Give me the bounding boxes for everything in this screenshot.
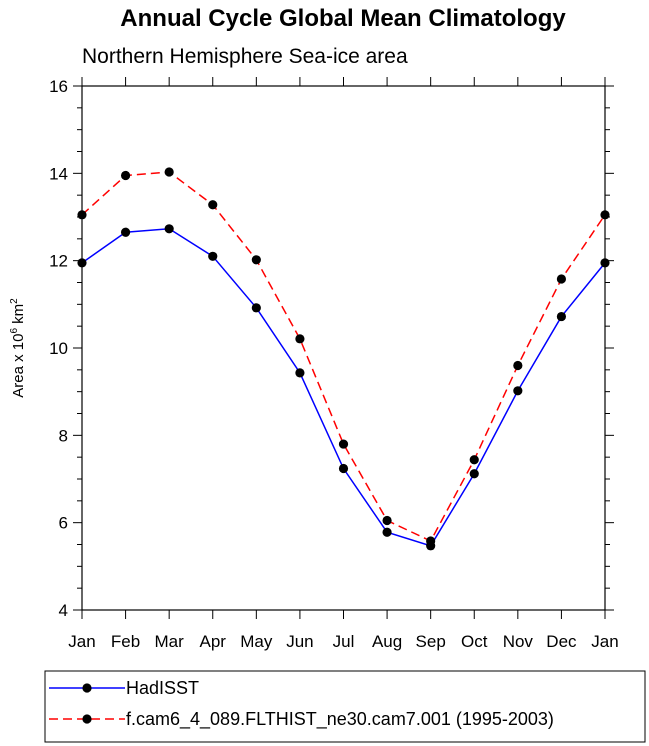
data-point-series-1 xyxy=(77,258,87,268)
y-tick-label: 6 xyxy=(59,514,68,533)
plot-frame xyxy=(81,85,606,611)
data-point-series-2 xyxy=(164,167,174,177)
y-tick-label: 14 xyxy=(49,164,68,183)
y-tick-label: 16 xyxy=(49,77,68,96)
x-tick-label: Aug xyxy=(372,632,402,651)
x-tick-label: Jun xyxy=(286,632,313,651)
data-point-series-1 xyxy=(556,311,567,322)
data-point-series-2 xyxy=(469,455,479,465)
y-axis-label-exponent: 6 xyxy=(9,328,20,334)
data-point-series-2 xyxy=(77,210,87,220)
y-axis-label-prefix: Area x 10 xyxy=(10,334,27,398)
x-tick-label: Dec xyxy=(546,632,577,651)
legend-label-2: f.cam6_4_089.FLTHIST_ne30.cam7.001 (1995… xyxy=(126,709,554,730)
x-tick-label: Oct xyxy=(461,632,488,651)
series-line-2 xyxy=(81,171,606,542)
legend-box xyxy=(44,670,646,743)
x-tick-label: Jan xyxy=(68,632,95,651)
data-point-series-2 xyxy=(600,210,610,220)
data-point-series-2 xyxy=(513,360,523,371)
data-point-series-1 xyxy=(251,303,261,313)
data-point-series-2 xyxy=(295,334,305,344)
x-tick-label: May xyxy=(240,632,273,651)
data-point-series-2 xyxy=(382,515,392,526)
x-tick-label: Mar xyxy=(155,632,185,651)
y-axis-label-unit-exponent: 2 xyxy=(9,298,20,304)
legend-marker-2 xyxy=(82,714,92,724)
data-point-series-1 xyxy=(600,258,610,268)
y-tick-label: 10 xyxy=(49,339,68,358)
data-point-series-1 xyxy=(513,386,523,396)
data-point-series-1 xyxy=(469,469,479,479)
y-axis-label: Area x 106 km2 xyxy=(9,298,27,398)
data-point-series-2 xyxy=(208,200,218,210)
data-point-series-1 xyxy=(208,251,218,261)
x-tick-label: Apr xyxy=(200,632,227,651)
data-point-series-1 xyxy=(382,527,392,537)
data-point-series-2 xyxy=(426,536,436,546)
series-line-1 xyxy=(81,228,606,547)
legend-marker-1 xyxy=(82,683,92,693)
legend: HadISST f.cam6_4_089.FLTHIST_ne30.cam7.00… xyxy=(44,670,646,743)
x-tick-label: Jan xyxy=(591,632,618,651)
data-point-series-1 xyxy=(120,227,131,237)
chart-title: Annual Cycle Global Mean Climatology xyxy=(120,5,566,32)
y-tick-label: 4 xyxy=(59,601,68,620)
data-point-series-1 xyxy=(295,368,305,378)
chart-subtitle: Northern Hemisphere Sea-ice area xyxy=(82,45,408,68)
data-point-series-1 xyxy=(338,463,349,474)
data-point-series-1 xyxy=(164,224,174,234)
x-tick-label: Nov xyxy=(503,632,534,651)
data-point-series-2 xyxy=(556,274,567,284)
plot-area: 4 6 8 10 12 14 16 Jan Feb Mar Apr May Jun Jul Aug Sep Oc… xyxy=(49,77,619,651)
x-tick-label: Jul xyxy=(333,632,355,651)
data-point-series-2 xyxy=(251,255,261,265)
y-tick-label: 8 xyxy=(59,426,68,445)
data-point-series-2 xyxy=(120,170,131,181)
x-tick-label: Feb xyxy=(111,632,140,651)
x-tick-label: Sep xyxy=(416,632,446,651)
legend-label-1: HadISST xyxy=(126,678,199,698)
data-point-series-2 xyxy=(338,439,349,449)
y-tick-label: 12 xyxy=(49,252,68,271)
y-axis-label-unit: km xyxy=(10,304,27,328)
